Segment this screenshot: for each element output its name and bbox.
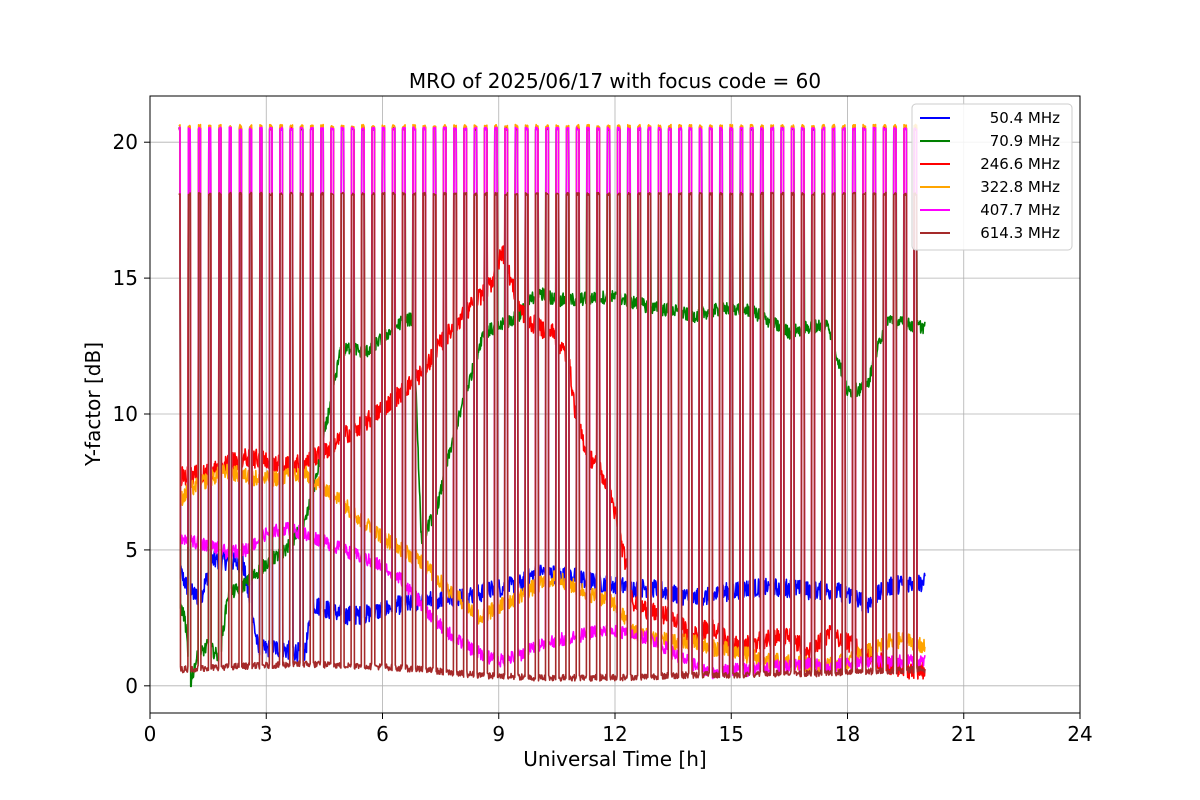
- y-tick-label: 0: [125, 674, 138, 698]
- x-tick-label: 21: [951, 722, 976, 746]
- x-tick-label: 15: [719, 722, 744, 746]
- x-tick-label: 6: [376, 722, 389, 746]
- legend-label: 407.7 MHz: [980, 201, 1060, 219]
- legend: 50.4 MHz 70.9 MHz 246.6 MHz 322.8 MHz 407.7 …: [911, 103, 1073, 251]
- legend-label: 614.3 MHz: [980, 224, 1060, 242]
- x-tick-label: 9: [492, 722, 505, 746]
- x-axis-label: Universal Time [h]: [523, 747, 706, 771]
- y-axis-label: Y-factor [dB]: [81, 342, 105, 467]
- grid-lines: [149, 96, 1081, 713]
- x-tick-label: 3: [260, 722, 273, 746]
- x-tick-label: 12: [602, 722, 627, 746]
- axis-ticks: 0 3 6 9 12 15 18 21 24 0 5 10 15 20: [113, 130, 1093, 746]
- y-tick-label: 10: [113, 402, 138, 426]
- x-tick-label: 24: [1067, 722, 1092, 746]
- legend-label: 246.6 MHz: [980, 155, 1060, 173]
- legend-label: 70.9 MHz: [990, 132, 1060, 150]
- y-tick-label: 20: [113, 130, 138, 154]
- series-layer: [178, 123, 926, 688]
- y-tick-label: 5: [125, 538, 138, 562]
- legend-label: 50.4 MHz: [990, 109, 1060, 127]
- legend-box: [911, 103, 1073, 251]
- x-tick-label: 18: [835, 722, 860, 746]
- chart-title: MRO of 2025/06/17 with focus code = 60: [409, 69, 821, 93]
- series-line-614-3-mhz: [178, 191, 926, 682]
- x-tick-label: 0: [144, 722, 157, 746]
- legend-label: 322.8 MHz: [980, 178, 1060, 196]
- y-tick-label: 15: [113, 266, 138, 290]
